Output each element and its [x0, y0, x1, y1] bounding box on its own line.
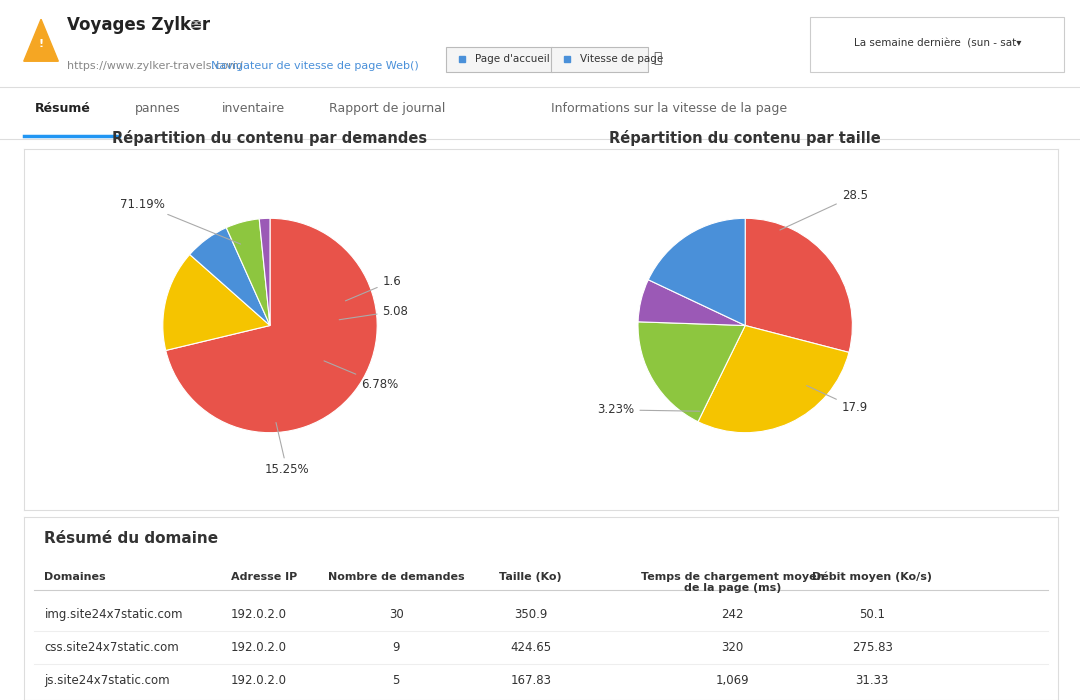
Text: 192.0.2.0: 192.0.2.0 — [231, 674, 286, 687]
Text: pannes: pannes — [135, 102, 180, 115]
Text: 350.9: 350.9 — [514, 608, 548, 621]
Text: 17.9: 17.9 — [807, 386, 868, 414]
Wedge shape — [190, 228, 270, 326]
Text: 31.33: 31.33 — [855, 674, 889, 687]
Text: Taille (Ko): Taille (Ko) — [499, 572, 562, 582]
Title: Répartition du contenu par demandes: Répartition du contenu par demandes — [112, 130, 428, 146]
Text: Résumé du domaine: Résumé du domaine — [44, 531, 218, 546]
Text: 30: 30 — [389, 608, 404, 621]
Text: 6.78%: 6.78% — [324, 361, 399, 391]
Text: Résumé: Résumé — [35, 102, 91, 115]
Wedge shape — [227, 219, 270, 326]
Text: 5.08: 5.08 — [339, 304, 408, 320]
Text: css.site24x7static.com: css.site24x7static.com — [44, 641, 179, 654]
Text: Page d'accueil: Page d'accueil — [475, 54, 550, 64]
Legend: 42 OTHERS, 9 JavaScript, 4 Images, 3 CSS, 1 HTML/Text: 42 OTHERS, 9 JavaScript, 4 Images, 3 CSS… — [167, 568, 373, 622]
Text: Adresse IP: Adresse IP — [231, 572, 297, 582]
Text: Rapport de journal: Rapport de journal — [329, 102, 446, 115]
Text: La semaine dernière  (sun - sat▾: La semaine dernière (sun - sat▾ — [853, 38, 1022, 49]
Text: 167.83: 167.83 — [510, 674, 551, 687]
Text: Domaines: Domaines — [44, 572, 106, 582]
FancyBboxPatch shape — [810, 17, 1064, 72]
Wedge shape — [745, 218, 852, 352]
Text: Voyages Zylker: Voyages Zylker — [67, 15, 211, 34]
Legend: 409.07 KB OTHERS, 400.15 KB JavaScript, 257.48 KB CSS, 253.14 KB Images, 92.48 K: 409.07 KB OTHERS, 400.15 KB JavaScript, … — [670, 568, 821, 656]
Text: Vitesse de page: Vitesse de page — [580, 54, 663, 64]
Wedge shape — [638, 322, 745, 421]
Text: 50.1: 50.1 — [860, 608, 886, 621]
Text: Informations sur la vitesse de la page: Informations sur la vitesse de la page — [551, 102, 787, 115]
Text: img.site24x7static.com: img.site24x7static.com — [44, 608, 183, 621]
Text: Navigateur de vitesse de page Web(): Navigateur de vitesse de page Web() — [211, 61, 418, 71]
Wedge shape — [163, 255, 270, 351]
Wedge shape — [648, 218, 745, 326]
Title: Répartition du contenu par taille: Répartition du contenu par taille — [609, 130, 881, 146]
Wedge shape — [259, 218, 270, 326]
Text: 3.23%: 3.23% — [597, 403, 700, 416]
Text: 5: 5 — [392, 674, 400, 687]
Text: Temps de chargement moyen
de la page (ms): Temps de chargement moyen de la page (ms… — [640, 572, 824, 593]
Text: 71.19%: 71.19% — [120, 197, 241, 244]
Text: 320: 320 — [721, 641, 744, 654]
Text: 192.0.2.0: 192.0.2.0 — [231, 608, 286, 621]
Text: ⬧: ⬧ — [653, 52, 662, 66]
Text: 275.83: 275.83 — [852, 641, 892, 654]
Text: inventaire: inventaire — [221, 102, 284, 115]
Text: Débit moyen (Ko/s): Débit moyen (Ko/s) — [812, 572, 932, 582]
Text: 15.25%: 15.25% — [265, 423, 309, 477]
Text: 1.6: 1.6 — [346, 275, 402, 301]
Text: ≡: ≡ — [189, 17, 202, 32]
Wedge shape — [165, 218, 377, 433]
FancyBboxPatch shape — [551, 47, 648, 72]
Polygon shape — [24, 19, 58, 62]
Text: 242: 242 — [721, 608, 744, 621]
Text: https://www.zylker-travels.com/: https://www.zylker-travels.com/ — [67, 61, 243, 71]
Text: !: ! — [39, 38, 43, 49]
Text: 424.65: 424.65 — [510, 641, 551, 654]
Wedge shape — [638, 280, 745, 326]
Text: 28.5: 28.5 — [780, 189, 867, 230]
Text: Nombre de demandes: Nombre de demandes — [328, 572, 464, 582]
Text: 9: 9 — [392, 641, 400, 654]
Text: js.site24x7static.com: js.site24x7static.com — [44, 674, 170, 687]
Text: 1,069: 1,069 — [716, 674, 750, 687]
FancyBboxPatch shape — [446, 47, 552, 72]
Text: 192.0.2.0: 192.0.2.0 — [231, 641, 286, 654]
Wedge shape — [698, 326, 849, 433]
